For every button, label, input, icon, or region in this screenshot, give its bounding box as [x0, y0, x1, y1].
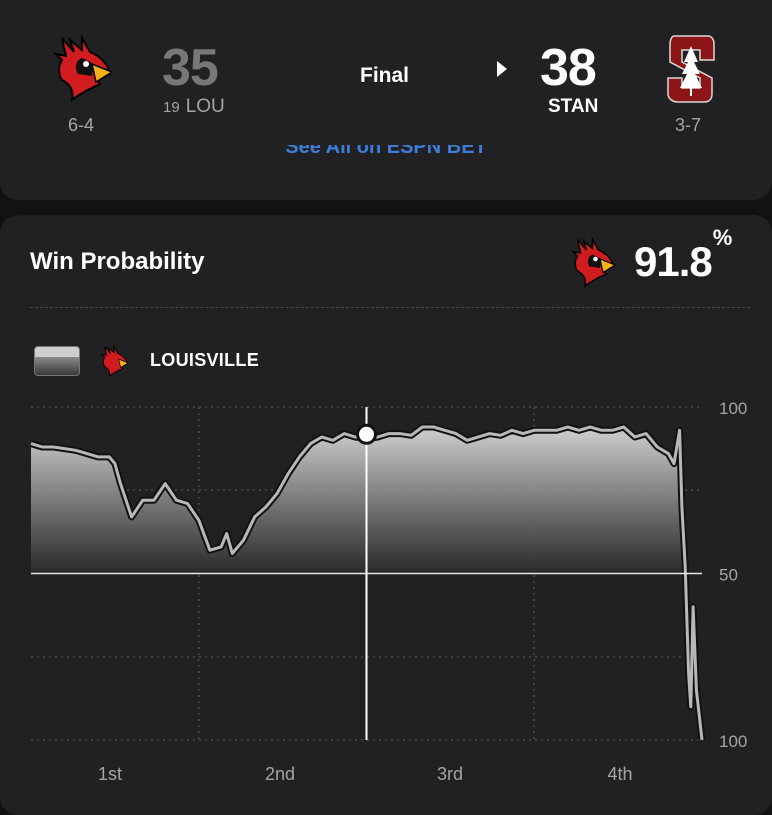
home-score: 38: [540, 39, 597, 97]
espn-bet-link-text: See All on ESPN BET: [285, 145, 487, 158]
y-tick-label: 100: [719, 732, 747, 751]
y-tick-label: 100: [719, 399, 747, 418]
win-probability-title: Win Probability: [30, 248, 205, 275]
espn-bet-link[interactable]: See All on ESPN BET: [0, 145, 772, 167]
chart-view-toggle[interactable]: [34, 346, 80, 376]
quarter-label: 1st: [98, 764, 122, 784]
home-record: 3-7: [675, 115, 702, 135]
win-probability-number: 91.8: [634, 238, 713, 285]
section-divider: [30, 307, 750, 308]
cardinal-head-icon: [570, 236, 618, 293]
winner-arrow-icon: [495, 60, 509, 83]
scrubber-dot[interactable]: [356, 423, 377, 445]
home-abbr: STAN: [548, 96, 599, 117]
quarter-label: 2nd: [265, 764, 295, 784]
win-probability-value: 91.8%: [634, 225, 732, 286]
win-probability-unit: %: [712, 225, 733, 250]
quarter-label: 3rd: [437, 764, 463, 784]
scoreboard-card: [0, 0, 772, 200]
louisville-cardinal-logo-icon[interactable]: [52, 34, 116, 107]
quarter-label: 4th: [607, 764, 632, 784]
away-team-label: 19 LOU: [163, 96, 225, 118]
stanford-logo-icon[interactable]: [666, 34, 716, 109]
y-tick-label: 50: [719, 566, 738, 585]
away-rank: 19: [163, 99, 180, 116]
away-record: 6-4: [68, 115, 95, 135]
win-probability-line-inner: [30, 425, 704, 741]
legend-cardinal-icon: [100, 345, 130, 382]
legend-team-label: LOUISVILLE: [150, 350, 260, 370]
away-score: 35: [162, 39, 219, 97]
away-abbr: LOU: [185, 96, 225, 117]
game-status: Final: [360, 64, 410, 87]
